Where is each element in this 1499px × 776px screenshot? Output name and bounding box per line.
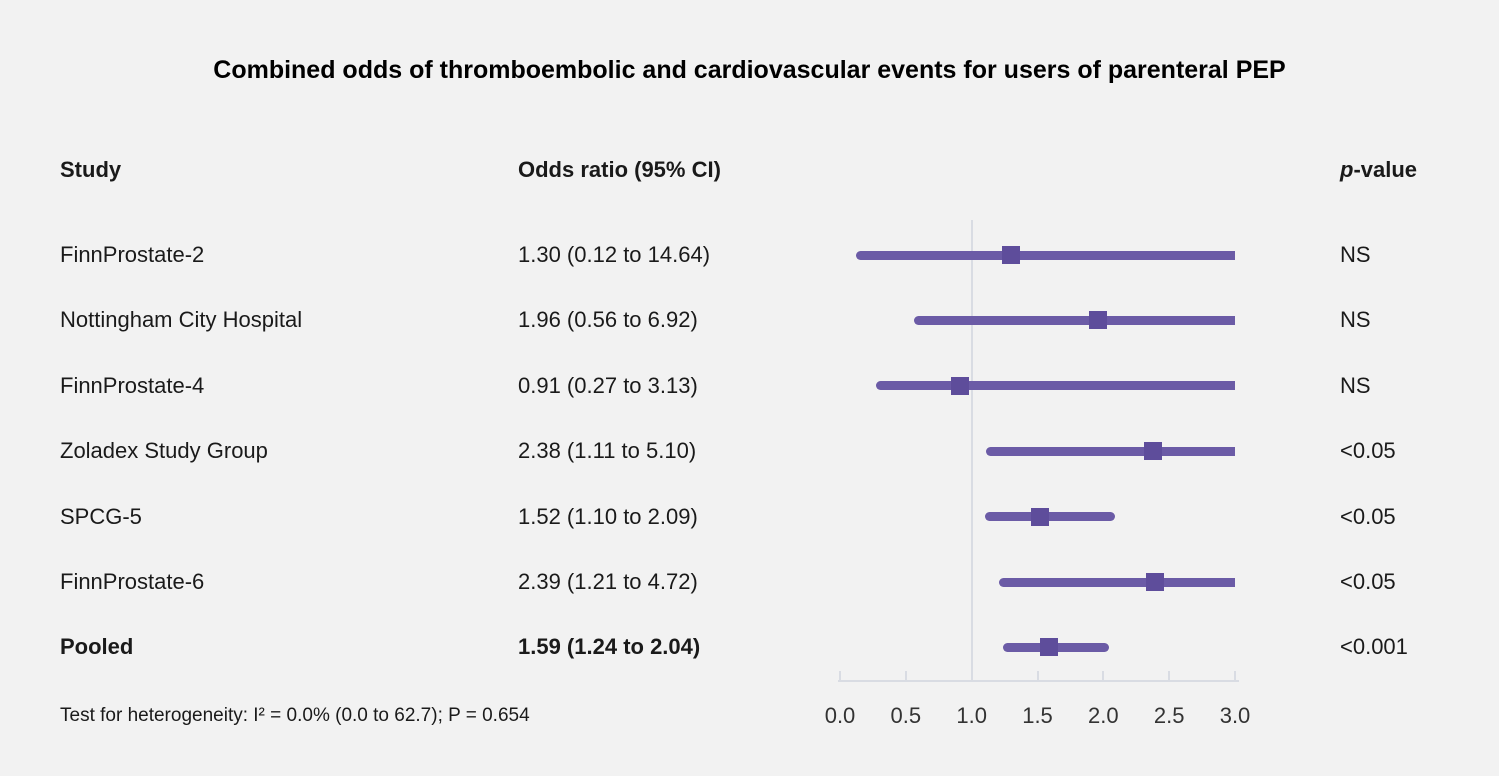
x-axis-tickmark [904,671,907,680]
study-label: Zoladex Study Group [60,438,268,464]
p-value: <0.05 [1340,503,1396,529]
p-value: <0.001 [1340,634,1408,660]
odds-ratio-value: 1.96 (0.56 to 6.92) [518,307,698,333]
odds-ratio-value: 1.59 (1.24 to 2.04) [518,634,701,660]
study-label: SPCG-5 [60,503,142,529]
x-axis-tick-label: 0.5 [890,703,922,728]
confidence-interval-line [875,381,1235,391]
x-axis-tickmark [839,671,841,680]
confidence-interval-line [986,446,1235,456]
p-value: NS [1340,307,1371,333]
odds-ratio-marker [1144,442,1163,461]
odds-ratio-value: 2.39 (1.21 to 4.72) [518,569,698,594]
x-axis-tick-label: 2.0 [1088,703,1119,728]
p-value: <0.05 [1340,438,1396,464]
x-axis-tick-label: 0.0 [824,703,856,728]
confidence-interval-line [999,577,1235,587]
odds-ratio-marker [1089,311,1108,330]
p-value: NS [1340,242,1371,267]
confidence-interval-line [984,512,1116,522]
odds-ratio-marker [1031,507,1050,526]
p-value-header-rest: -value [1353,157,1418,182]
x-axis-tickmark [1036,671,1039,680]
x-axis-tick-label: 1.0 [956,703,987,728]
odds-ratio-marker [1145,573,1164,591]
odds-ratio-marker [950,376,969,395]
x-axis-tickmark [1234,671,1236,680]
study-label: FinnProstate-6 [60,569,205,594]
column-header-study: Study [60,157,122,182]
odds-ratio-value: 2.38 (1.11 to 5.10) [518,438,697,464]
chart-title: Combined odds of thromboembolic and card… [213,56,1286,84]
x-axis-tick-label: 1.5 [1022,703,1053,728]
odds-ratio-marker [1002,246,1021,264]
p-value: <0.05 [1340,569,1396,594]
x-axis-tick-label: 2.5 [1153,703,1185,728]
odds-ratio-value: 0.91 (0.27 to 3.13) [518,372,698,398]
x-axis-tickmark [1102,671,1105,680]
heterogeneity-note: Test for heterogeneity: I² = 0.0% (0.0 t… [60,705,530,726]
study-label: FinnProstate-4 [60,372,205,398]
odds-ratio-value: 1.30 (0.12 to 14.64) [518,242,711,267]
reference-line [970,220,973,682]
x-axis-tickmark [970,671,973,680]
column-header-odds-ratio: Odds ratio (95% CI) [518,157,721,182]
confidence-interval-line [913,315,1235,325]
x-axis-line [838,680,1239,682]
study-label: Pooled [60,634,134,660]
column-header-p-value: p-value [1340,154,1417,186]
x-axis-tick-label: 3.0 [1219,703,1251,728]
odds-ratio-marker [1040,638,1059,657]
x-axis-tickmark [1168,671,1171,680]
p-value: NS [1340,372,1371,398]
study-label: FinnProstate-2 [60,242,205,267]
odds-ratio-value: 1.52 (1.10 to 2.09) [518,503,698,529]
p-value-header-italic-p: p [1340,157,1354,182]
study-label: Nottingham City Hospital [60,307,303,333]
confidence-interval-line [855,250,1235,260]
